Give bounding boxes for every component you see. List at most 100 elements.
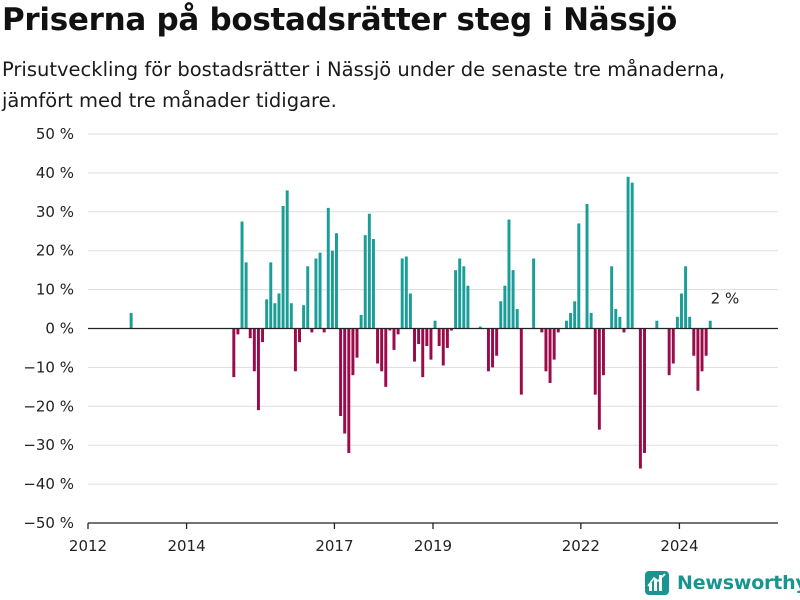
bar xyxy=(298,328,301,343)
bar xyxy=(363,235,367,329)
bar xyxy=(630,182,634,329)
bar xyxy=(519,328,523,395)
bar xyxy=(408,293,412,329)
bar xyxy=(565,320,568,329)
x-tick-label: 2022 xyxy=(562,537,600,555)
bar xyxy=(437,328,441,347)
bar xyxy=(454,270,458,329)
bar xyxy=(688,316,692,329)
bar xyxy=(339,328,343,417)
x-tick-label: 2024 xyxy=(660,537,698,555)
y-tick-label: −30 % xyxy=(23,436,74,454)
bar xyxy=(552,328,556,360)
y-tick-label: −40 % xyxy=(23,475,74,493)
y-tick-label: 30 % xyxy=(36,203,74,221)
bar xyxy=(544,328,548,372)
bar xyxy=(289,303,293,329)
bar xyxy=(507,219,511,329)
bar xyxy=(597,328,601,430)
bar xyxy=(486,328,490,372)
bar xyxy=(704,328,708,356)
bar xyxy=(421,328,425,378)
x-tick-label: 2017 xyxy=(315,537,353,555)
y-axis-tick-labels: 50 % 40 % 30 % 20 % 10 % 0 % −10 % −20 % −30 % −4… xyxy=(23,125,74,532)
bar xyxy=(445,328,449,348)
bar xyxy=(248,328,252,339)
bar xyxy=(425,328,429,347)
bar xyxy=(335,233,338,329)
bar xyxy=(573,301,577,329)
x-tick-label: 2019 xyxy=(414,537,452,555)
bar xyxy=(293,328,297,372)
bar xyxy=(330,250,334,329)
gridlines xyxy=(88,133,778,485)
bar xyxy=(618,316,622,329)
bar xyxy=(601,328,605,376)
bar xyxy=(622,328,626,333)
bar xyxy=(347,328,351,453)
bar xyxy=(351,328,355,376)
bar xyxy=(692,328,696,356)
bar xyxy=(450,328,453,331)
bar xyxy=(265,299,269,329)
chart-title: Priserna på bostadsrätter steg i Nässjö xyxy=(2,2,678,38)
bar xyxy=(655,320,659,329)
bar xyxy=(499,301,503,329)
bar xyxy=(458,258,462,329)
bar xyxy=(281,205,285,329)
bar xyxy=(273,303,277,329)
bar xyxy=(314,258,318,329)
bar xyxy=(626,176,630,329)
bar xyxy=(667,328,671,376)
bar xyxy=(236,328,240,335)
bar xyxy=(396,328,400,335)
bar xyxy=(589,312,593,329)
bar xyxy=(540,328,544,333)
bar xyxy=(400,258,404,329)
y-tick-label: −50 % xyxy=(23,514,74,532)
y-tick-label: 10 % xyxy=(36,281,74,299)
bar xyxy=(433,320,437,329)
bar xyxy=(359,314,363,329)
bar xyxy=(343,328,347,434)
bar xyxy=(277,293,281,329)
bar xyxy=(577,223,581,329)
bar xyxy=(355,328,359,358)
bar xyxy=(371,239,375,329)
x-tick-label: 2014 xyxy=(167,537,205,555)
bar xyxy=(318,252,322,329)
bar xyxy=(671,328,675,364)
bar xyxy=(240,221,244,329)
bar xyxy=(285,190,289,329)
brand-name: Newsworthy xyxy=(677,572,800,594)
bar xyxy=(680,293,683,329)
bar xyxy=(256,328,260,411)
bar xyxy=(261,328,265,343)
bar xyxy=(491,328,495,368)
bar xyxy=(129,312,133,329)
bar xyxy=(306,266,310,329)
bar xyxy=(441,328,445,366)
bar xyxy=(232,328,236,378)
bar xyxy=(610,266,614,329)
bar xyxy=(684,266,688,329)
x-tick-label: 2012 xyxy=(69,537,107,555)
chart-subtitle: Prisutveckling för bostadsrätter i Nässj… xyxy=(2,58,726,112)
bar xyxy=(503,285,507,329)
bar xyxy=(708,320,712,329)
last-value-annotation: 2 % xyxy=(711,290,740,308)
bar xyxy=(511,270,515,329)
bar xyxy=(252,328,256,372)
bar xyxy=(326,207,330,329)
bar xyxy=(380,328,384,372)
bar xyxy=(556,328,560,333)
bar xyxy=(638,328,642,469)
y-tick-label: 40 % xyxy=(36,164,74,182)
bar xyxy=(675,316,679,329)
newsworthy-icon xyxy=(645,571,669,595)
bar xyxy=(388,328,392,331)
bar xyxy=(593,328,597,395)
bar xyxy=(244,262,248,329)
bar xyxy=(310,328,314,333)
y-tick-label: −10 % xyxy=(23,358,74,376)
